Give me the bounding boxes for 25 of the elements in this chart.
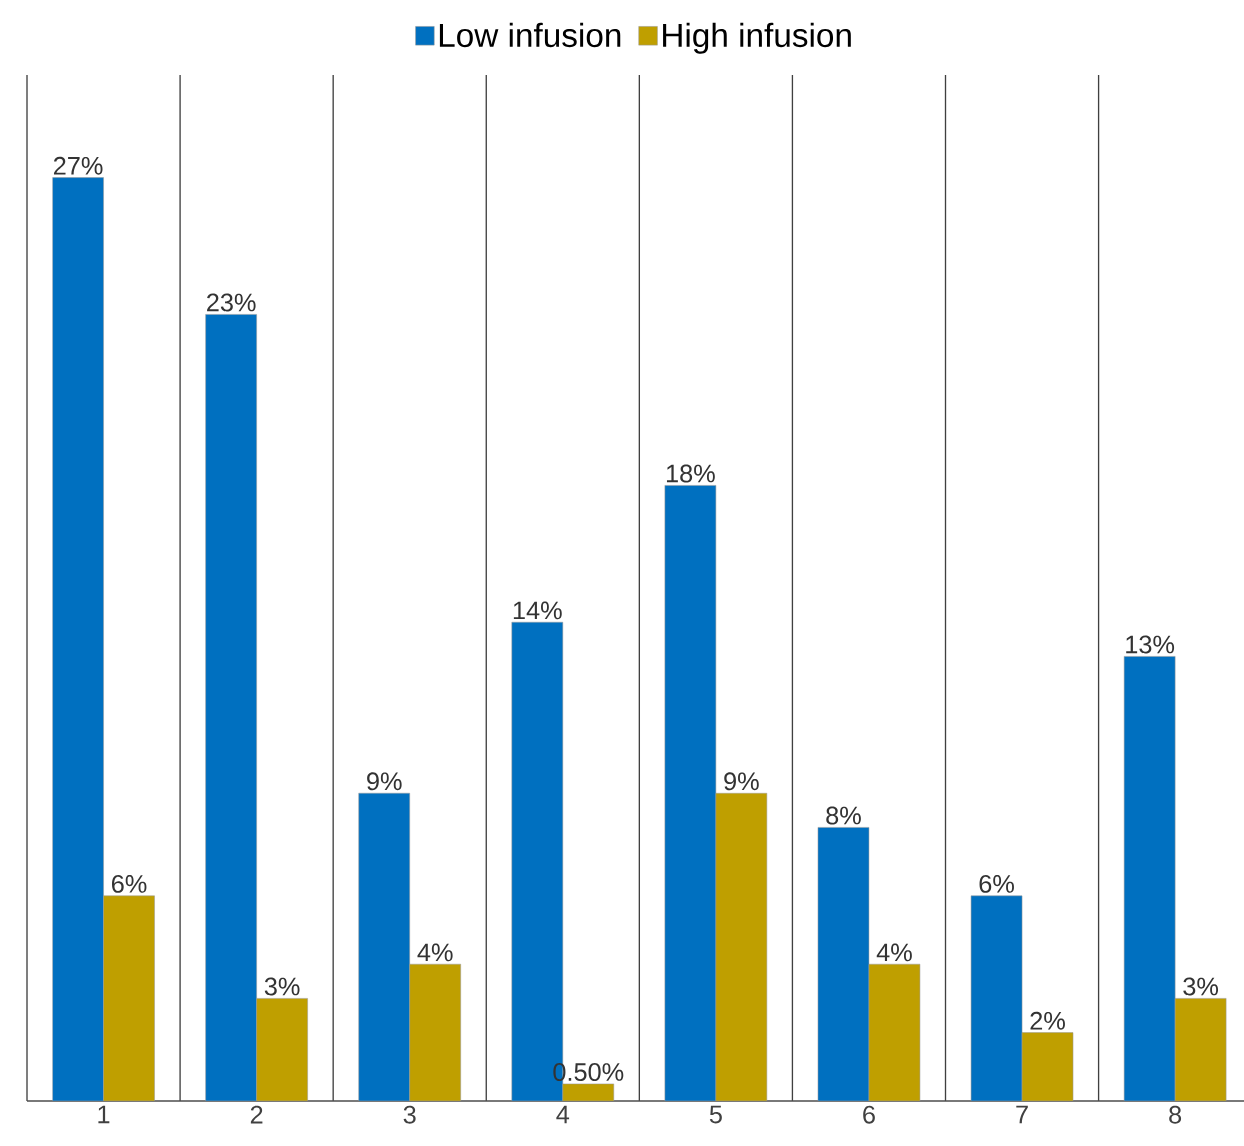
- data-label: 27%: [53, 156, 103, 175]
- x-tick-label: 1: [98, 1105, 110, 1124]
- data-label: 3%: [264, 977, 300, 996]
- x-tick-label: 4: [556, 1105, 570, 1124]
- x-tick-label: 3: [403, 1105, 416, 1124]
- legend-label: Low infusion: [439, 22, 621, 48]
- x-tick-label: 6: [863, 1105, 875, 1124]
- legend-label: High infusion: [663, 22, 851, 54]
- data-label: 4%: [876, 943, 912, 962]
- data-label: 3%: [1183, 977, 1219, 996]
- x-tick-label: 8: [1169, 1105, 1182, 1124]
- data-label: 9%: [367, 772, 402, 791]
- x-tick-label: 5: [709, 1105, 722, 1124]
- data-label: 8%: [826, 806, 861, 825]
- data-label: 6%: [979, 874, 1014, 893]
- data-label: 14%: [513, 601, 562, 620]
- data-label: 9%: [724, 772, 759, 791]
- x-tick-label: 7: [1016, 1105, 1028, 1124]
- data-label: 18%: [666, 464, 715, 483]
- data-label: 13%: [1126, 635, 1175, 654]
- data-label: 6%: [112, 874, 147, 893]
- data-label: 23%: [207, 293, 256, 312]
- x-tick-label: 2: [250, 1105, 263, 1124]
- data-label: 2%: [1030, 1011, 1065, 1030]
- data-label: 4%: [417, 943, 453, 962]
